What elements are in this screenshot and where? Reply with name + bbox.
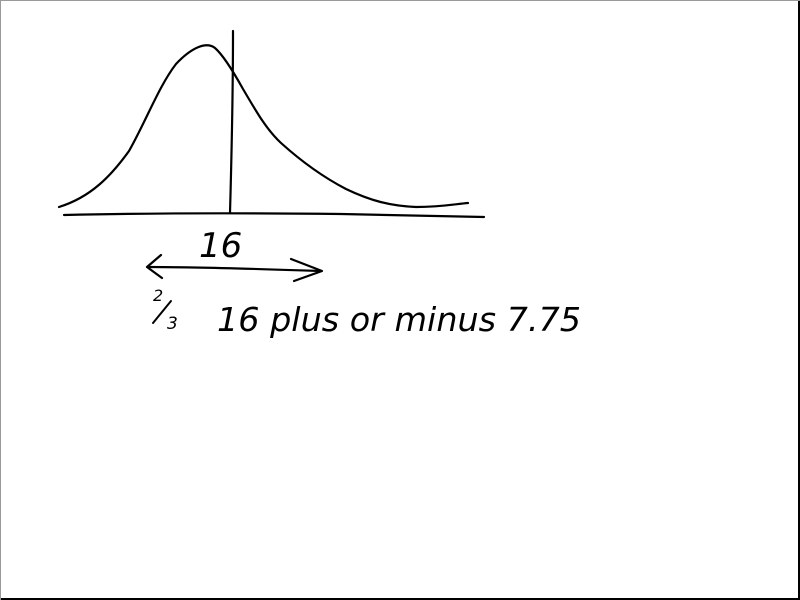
statement-text: 16 plus or minus 7.75 bbox=[217, 300, 581, 339]
fraction-bar bbox=[152, 300, 172, 324]
arrow-head-left bbox=[145, 253, 164, 280]
bell-curve bbox=[57, 44, 470, 209]
center-label: 16 bbox=[199, 226, 242, 266]
fraction-denominator: 3 bbox=[167, 314, 178, 334]
x-axis bbox=[62, 212, 486, 219]
mean-line bbox=[228, 29, 235, 215]
double-arrow-shaft bbox=[147, 265, 323, 273]
arrow-head-right bbox=[289, 257, 324, 283]
fraction-numerator: 2 bbox=[153, 286, 163, 305]
